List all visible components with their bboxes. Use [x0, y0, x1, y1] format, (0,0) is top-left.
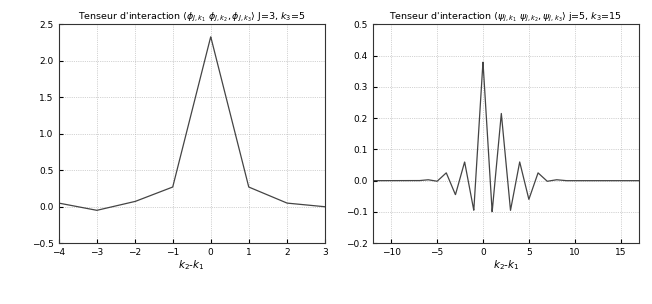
X-axis label: $k_2$-$k_1$: $k_2$-$k_1$ — [492, 258, 519, 272]
Title: Tenseur d'interaction $\langle\psi_{j,k_1}\ \psi_{j,k_2},\psi_{j,k_3}\rangle$ j=: Tenseur d'interaction $\langle\psi_{j,k_… — [389, 11, 623, 24]
X-axis label: $k_2$-$k_1$: $k_2$-$k_1$ — [179, 258, 205, 272]
Title: Tenseur d'interaction $\langle\phi_{J,k_1}\ \phi_{J,k_2},\phi_{J,k_3}\rangle$ J=: Tenseur d'interaction $\langle\phi_{J,k_… — [78, 11, 306, 24]
